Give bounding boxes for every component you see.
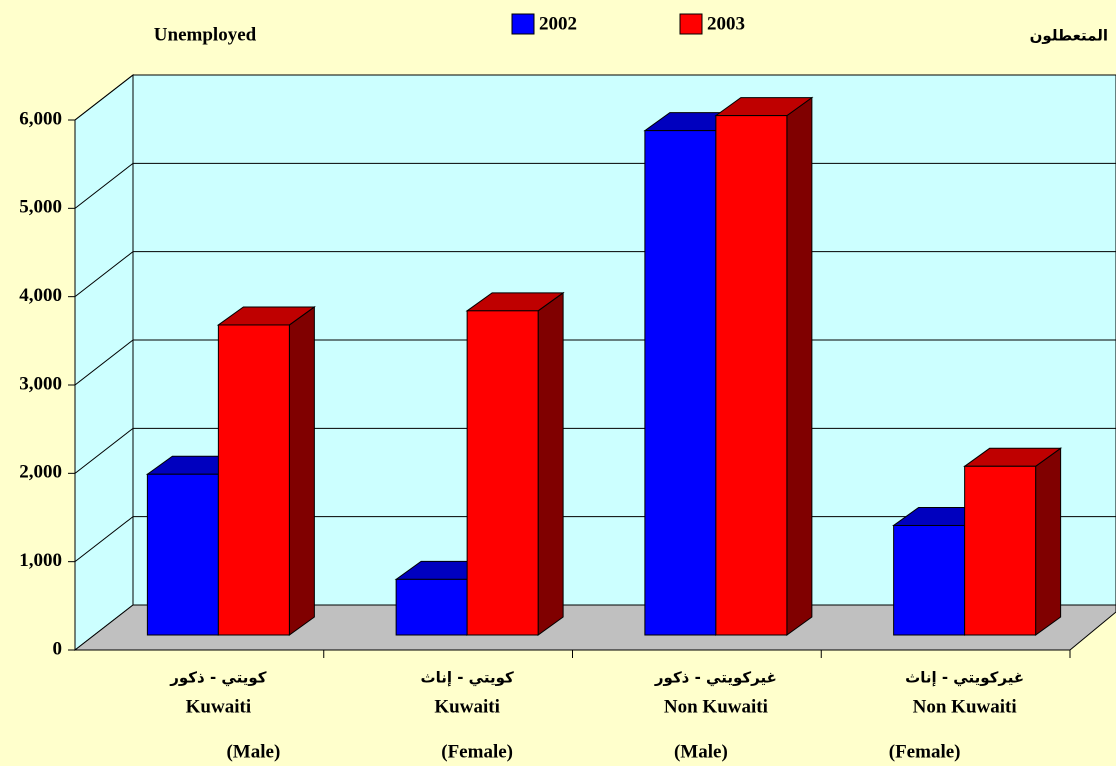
grid-line <box>74 427 134 474</box>
bar <box>893 524 966 636</box>
chart-title: Unemployed <box>154 24 257 45</box>
x-tick-label: غيركويتي - إناث <box>905 669 1024 687</box>
grid-line <box>74 516 134 563</box>
bar-side <box>288 305 315 636</box>
y-tick-label: 1,000 <box>19 550 62 571</box>
x-tick-label: Non Kuwaiti <box>913 696 1017 717</box>
x-tick-label: (Female) <box>889 741 961 762</box>
bar <box>395 578 468 636</box>
bar-side <box>537 291 564 636</box>
bar <box>644 130 717 636</box>
y-tick-label: 6,000 <box>19 108 62 129</box>
grid-line <box>74 339 134 386</box>
x-tick-label: Kuwaiti <box>186 696 251 717</box>
legend-label: 2002 <box>539 13 577 34</box>
x-tick-label: Kuwaiti <box>434 696 499 717</box>
x-tick-label: كويتي - إناث <box>421 669 514 687</box>
x-tick-label: (Male) <box>674 741 728 762</box>
y-tick-label: 0 <box>53 638 63 659</box>
grid-line <box>74 162 134 209</box>
legend-label: 2003 <box>707 13 745 34</box>
y-tick-label: 2,000 <box>19 462 62 483</box>
x-tick-label: غيركويتي - ذكور <box>654 669 777 687</box>
x-tick-label: (Male) <box>226 741 280 762</box>
bar-side <box>1035 447 1062 636</box>
x-tick-label: كويتي - ذكور <box>169 669 266 687</box>
x-tick-label: Non Kuwaiti <box>664 696 768 717</box>
chart-title-ar: المتعطلون <box>1030 27 1108 45</box>
y-tick-label: 4,000 <box>19 285 62 306</box>
bar <box>466 310 539 636</box>
x-tick-label: (Female) <box>441 741 513 762</box>
grid-line <box>74 251 134 298</box>
legend-swatch <box>511 13 535 35</box>
grid-line <box>74 74 134 121</box>
y-tick-label: 5,000 <box>19 197 62 218</box>
bar <box>146 473 219 636</box>
bar <box>964 465 1037 636</box>
bar-side <box>786 96 813 636</box>
bar <box>217 324 290 636</box>
y-tick-label: 3,000 <box>19 373 62 394</box>
legend-swatch <box>679 13 703 35</box>
bar <box>715 115 788 636</box>
